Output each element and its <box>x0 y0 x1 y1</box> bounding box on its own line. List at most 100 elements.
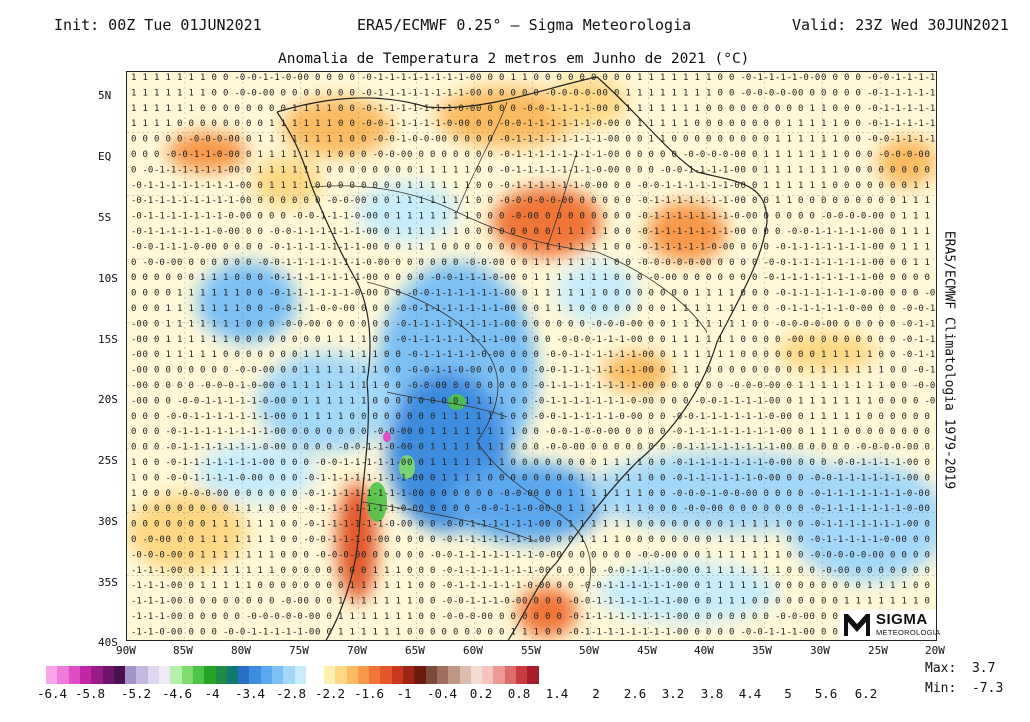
grid-glyph: 1 <box>591 227 596 237</box>
grid-glyph: 1 <box>315 165 320 175</box>
grid-glyph: -1 <box>810 289 821 299</box>
grid-glyph: -1 <box>522 566 533 576</box>
grid-glyph: -0 <box>131 550 142 560</box>
grid-glyph: -1 <box>614 350 625 360</box>
grid-glyph: 0 <box>752 289 757 299</box>
grid-glyph: -0 <box>637 366 648 376</box>
grid-glyph: 1 <box>292 381 297 391</box>
grid-glyph: 1 <box>269 535 274 545</box>
grid-glyph: 0 <box>534 597 539 607</box>
grid-glyph: -1 <box>706 227 717 237</box>
grid-glyph: 0 <box>189 550 194 560</box>
grid-glyph: -0 <box>764 412 775 422</box>
grid-glyph: -1 <box>373 443 384 453</box>
grid-glyph: 0 <box>637 304 642 314</box>
grid-glyph: 0 <box>752 258 757 268</box>
grid-glyph: 1 <box>281 181 286 191</box>
grid-glyph: 0 <box>890 212 895 222</box>
grid-glyph: -1 <box>131 581 142 591</box>
grid-glyph: 1 <box>557 289 562 299</box>
grid-glyph: 0 <box>879 227 884 237</box>
grid-glyph: 0 <box>212 366 217 376</box>
grid-glyph: -0 <box>867 443 878 453</box>
grid-glyph: -0 <box>844 304 855 314</box>
grid-glyph: 0 <box>856 165 861 175</box>
grid-glyph: -1 <box>143 612 154 622</box>
grid-glyph: 0 <box>660 412 665 422</box>
grid-glyph: 1 <box>430 242 435 252</box>
grid-glyph: 0 <box>557 566 562 576</box>
grid-glyph: -1 <box>246 427 257 437</box>
grid-glyph: 1 <box>488 412 493 422</box>
grid-glyph: 1 <box>936 181 937 191</box>
grid-glyph: -1 <box>718 227 729 237</box>
grid-glyph: 1 <box>407 212 412 222</box>
grid-glyph: -1 <box>338 258 349 268</box>
lon-tick: 90W <box>116 644 136 657</box>
grid-glyph: 1 <box>488 458 493 468</box>
grid-glyph: -0 <box>568 627 579 637</box>
grid-glyph: 0 <box>177 627 182 637</box>
grid-glyph: -0 <box>361 258 372 268</box>
grid-glyph: 0 <box>764 212 769 222</box>
grid-glyph: -0 <box>396 427 407 437</box>
grid-glyph: 0 <box>534 212 539 222</box>
grid-glyph: -1 <box>591 612 602 622</box>
grid-glyph: 0 <box>281 520 286 530</box>
grid-glyph: -0 <box>223 627 234 637</box>
grid-glyph: -1 <box>373 458 384 468</box>
grid-glyph: 0 <box>683 581 688 591</box>
grid-glyph: 0 <box>154 350 159 360</box>
grid-glyph: 0 <box>499 104 504 114</box>
grid-glyph: 1 <box>545 304 550 314</box>
grid-glyph: 1 <box>902 581 907 591</box>
grid-glyph: 0 <box>442 627 447 637</box>
grid-glyph: 1 <box>672 104 677 114</box>
grid-glyph: 0 <box>143 350 148 360</box>
grid-glyph: -0 <box>166 258 177 268</box>
grid-glyph: -0 <box>442 597 453 607</box>
grid-glyph: -0 <box>764 258 775 268</box>
grid-glyph: 1 <box>764 550 769 560</box>
grid-glyph: -1 <box>338 227 349 237</box>
grid-glyph: 0 <box>798 597 803 607</box>
grid-glyph: 0 <box>177 366 182 376</box>
grid-glyph: 1 <box>154 73 159 83</box>
grid-glyph: -0 <box>867 258 878 268</box>
grid-glyph: 1 <box>614 458 619 468</box>
grid-glyph: 0 <box>545 612 550 622</box>
grid-glyph: 0 <box>603 196 608 206</box>
grid-glyph: -1 <box>453 550 464 560</box>
colorbar-label: -2.2 <box>314 686 346 701</box>
grid-glyph: -0 <box>361 227 372 237</box>
grid-glyph: 1 <box>200 273 205 283</box>
grid-glyph: -0 <box>361 273 372 283</box>
grid-glyph: -1 <box>706 443 717 453</box>
grid-glyph: -1 <box>672 181 683 191</box>
grid-glyph: -0 <box>614 412 625 422</box>
grid-glyph: 0 <box>361 165 366 175</box>
grid-glyph: -0 <box>764 473 775 483</box>
grid-glyph: 0 <box>304 335 309 345</box>
grid-glyph: -0 <box>580 88 591 98</box>
grid-glyph: 0 <box>603 212 608 222</box>
grid-glyph: -1 <box>591 350 602 360</box>
grid-glyph: -1 <box>913 73 924 83</box>
grid-glyph: -0 <box>476 504 487 514</box>
grid-glyph: -1 <box>718 443 729 453</box>
grid-glyph: -0 <box>752 381 763 391</box>
grid-glyph: 0 <box>258 473 263 483</box>
grid-glyph: 0 <box>798 550 803 560</box>
grid-glyph: 0 <box>867 319 872 329</box>
grid-glyph: 1 <box>177 104 182 114</box>
grid-glyph: -1 <box>131 627 142 637</box>
grid-glyph: 0 <box>568 473 573 483</box>
grid-glyph: 1 <box>453 427 458 437</box>
grid-glyph: 1 <box>591 258 596 268</box>
grid-glyph: 0 <box>131 304 136 314</box>
grid-glyph: 0 <box>292 504 297 514</box>
grid-glyph: 0 <box>925 581 930 591</box>
grid-glyph: 1 <box>269 566 274 576</box>
grid-glyph: -0 <box>166 550 177 560</box>
grid-glyph: -0 <box>913 381 924 391</box>
